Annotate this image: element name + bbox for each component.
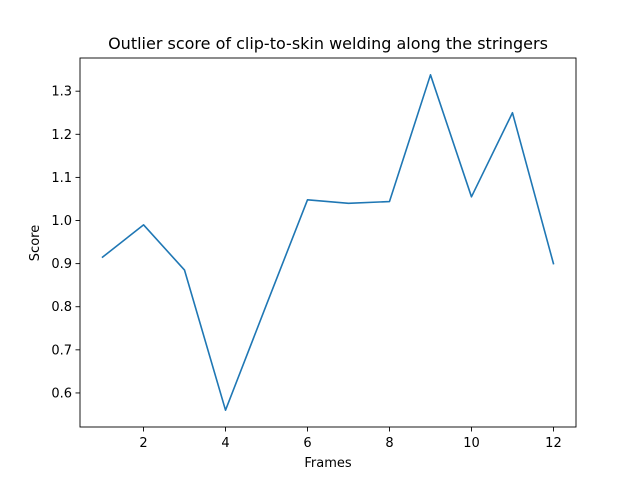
- y-tick-label: 0.8: [51, 300, 72, 315]
- y-tick-label: 0.9: [51, 257, 72, 272]
- series-line: [101, 74, 555, 411]
- chart-title: Outlier score of clip-to-skin welding al…: [108, 34, 548, 53]
- x-tick-label: 4: [221, 436, 229, 451]
- y-tick-label: 0.6: [51, 386, 72, 401]
- y-tick-label: 1.1: [51, 171, 72, 186]
- x-axis-label: Frames: [304, 456, 352, 471]
- x-tick-label: 2: [139, 436, 147, 451]
- x-tick-label: 8: [385, 436, 393, 451]
- axes-frame: [79, 57, 577, 428]
- y-axis-label: Score: [28, 225, 43, 261]
- y-tick-label: 1.3: [51, 85, 72, 100]
- x-tick-label: 6: [303, 436, 311, 451]
- x-tick-label: 12: [545, 436, 562, 451]
- y-tick-label: 1.2: [51, 128, 72, 143]
- plot-area: 2 4 6 8 10 12 0.6 0.7 0.8 0.9 1.0 1.1 1.2 1.3: [51, 57, 577, 451]
- y-tick-label: 1.0: [51, 214, 72, 229]
- y-tick-label: 0.7: [51, 343, 72, 358]
- x-tick-label: 10: [463, 436, 480, 451]
